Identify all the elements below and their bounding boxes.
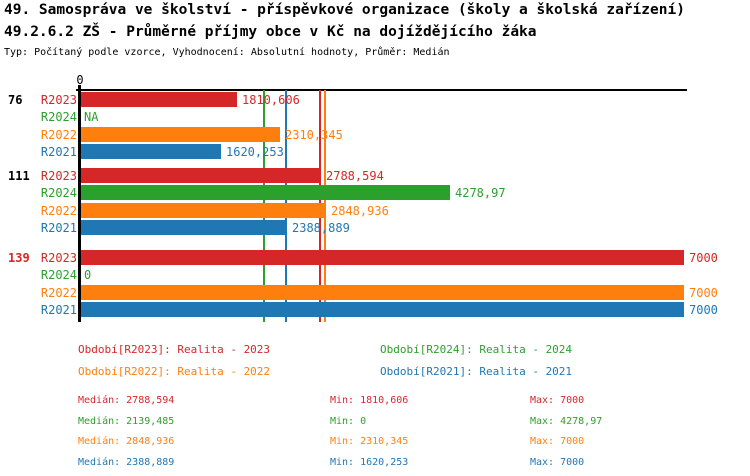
stat-min-R2023: Min: 1810,606 [330, 395, 409, 406]
stat-max-R2023: Max: 7000 [530, 395, 585, 406]
x-axis-zero-tick-label: 0 [76, 73, 84, 87]
stat-median-R2021: Medián: 2388,889 [78, 457, 175, 468]
bar-series-label: R2022 [40, 286, 77, 300]
legend-item-R2024: Období[R2024]: Realita - 2024 [380, 343, 573, 356]
stat-min-R2024: Min: 0 [330, 416, 367, 427]
bar-value-label: 2388,889 [292, 221, 350, 235]
stats-table: Medián: 2788,594 Min: 1810,606 Max: 7000 Me… [0, 388, 750, 476]
stat-min-R2022: Min: 2310,345 [330, 436, 409, 447]
bar-value-label: NA [84, 110, 99, 124]
bar-series-label: R2023 [40, 93, 77, 107]
stat-median-R2023: Medián: 2788,594 [78, 395, 175, 406]
bar-value-label: 7000 [689, 286, 718, 300]
bar [81, 92, 237, 107]
bar [81, 302, 684, 317]
bar-value-label: 4278,97 [455, 186, 506, 200]
legend-item-R2021: Období[R2021]: Realita - 2021 [380, 365, 573, 378]
stat-max-R2021: Max: 7000 [530, 457, 585, 468]
bar-chart: 76 R2023 1810,606 R2024 NA R2022 2310,345 R2021… [8, 90, 718, 322]
y-axis-line [78, 85, 81, 322]
bar-series-label: R2021 [40, 303, 77, 317]
bar [81, 168, 321, 183]
bar [81, 250, 684, 265]
stat-median-R2022: Medián: 2848,936 [78, 436, 175, 447]
group-label: 139 [8, 251, 30, 265]
bar-value-label: 2848,936 [331, 204, 389, 218]
bar [81, 285, 684, 300]
bar-series-label: R2024 [40, 110, 77, 124]
bar [81, 127, 280, 142]
bar-series-label: R2024 [40, 268, 77, 282]
legend: Období[R2023]: Realita - 2023 Období[R202… [0, 335, 750, 385]
bar-value-label: 0 [84, 268, 92, 282]
bar-series-label: R2022 [40, 204, 77, 218]
legend-item-R2022: Období[R2022]: Realita - 2022 [78, 365, 271, 378]
group-label: 76 [8, 93, 23, 107]
bar-value-label: 7000 [689, 251, 718, 265]
bar-value-label: 2310,345 [285, 128, 343, 142]
x-axis-line [76, 89, 687, 91]
page-subtitle: 49.2.6.2 ZŠ - Průměrné příjmy obce v Kč … [4, 24, 537, 40]
bar-value-label: 1620,253 [226, 145, 284, 159]
group-label: 111 [8, 169, 30, 183]
bar-series-label: R2021 [40, 221, 77, 235]
bar [81, 144, 221, 159]
legend-item-R2023: Období[R2023]: Realita - 2023 [78, 343, 271, 356]
stat-median-R2024: Medián: 2139,485 [78, 416, 175, 427]
bar-value-label: 1810,606 [242, 93, 300, 107]
stat-min-R2021: Min: 1620,253 [330, 457, 409, 468]
bar-series-label: R2023 [40, 169, 77, 183]
page-meta: Typ: Počítaný podle vzorce, Vyhodnocení:… [4, 47, 450, 58]
bar-series-label: R2024 [40, 186, 77, 200]
bar [81, 203, 326, 218]
page-title: 49. Samospráva ve školství - příspěvkové… [4, 2, 685, 18]
bar-series-label: R2022 [40, 128, 77, 142]
bar [81, 220, 287, 235]
bar-value-label: 2788,594 [326, 169, 384, 183]
bar-series-label: R2023 [40, 251, 77, 265]
bar [81, 185, 450, 200]
stat-max-R2022: Max: 7000 [530, 436, 585, 447]
bar-value-label: 7000 [689, 303, 718, 317]
bar-series-label: R2021 [40, 145, 77, 159]
stat-max-R2024: Max: 4278,97 [530, 416, 603, 427]
